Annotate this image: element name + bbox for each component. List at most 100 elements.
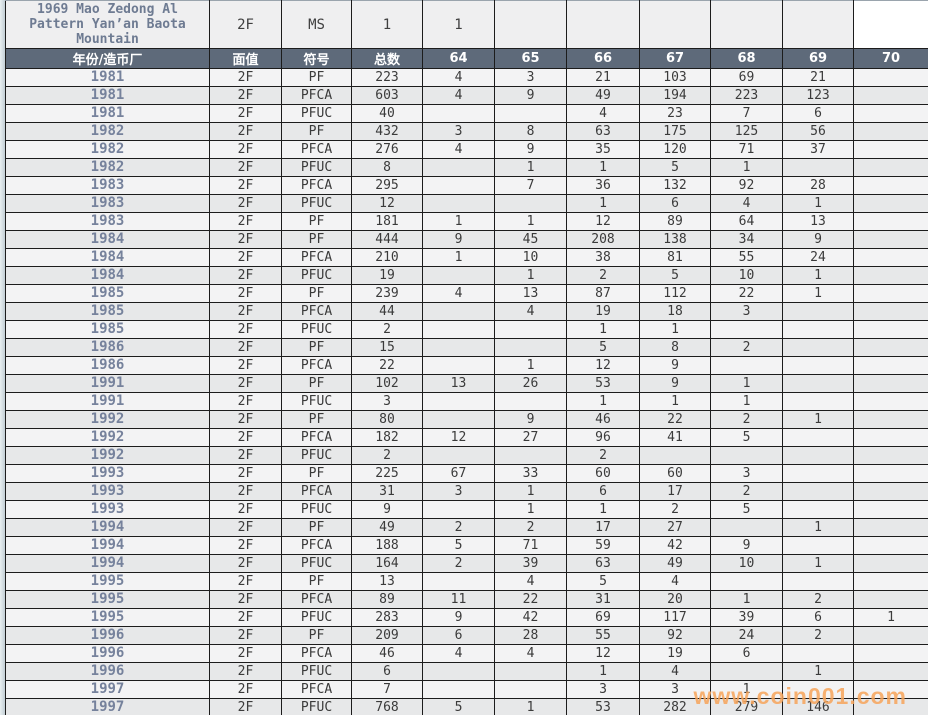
- year-mint-cell[interactable]: 1995: [5, 590, 210, 609]
- year-mint-cell[interactable]: 1992: [5, 410, 210, 429]
- year-mint-cell[interactable]: 1982: [5, 140, 210, 159]
- table-row: 1996 2F PF 209 6 28 55 92 24 2: [5, 626, 928, 645]
- grade-cell: 125: [710, 122, 783, 141]
- year-mint-cell[interactable]: 1991: [5, 374, 210, 393]
- denomination-cell: 2F: [209, 698, 282, 715]
- year-mint-cell[interactable]: 1992: [5, 446, 210, 465]
- grade-cell: 4: [710, 194, 783, 213]
- grade-cell: 12: [566, 644, 640, 663]
- grade-cell: [782, 500, 854, 519]
- year-mint-cell[interactable]: 1983: [5, 176, 210, 195]
- grade-cell: [853, 230, 928, 249]
- grade-cell: 208: [566, 230, 640, 249]
- total-cell: 444: [351, 230, 423, 249]
- grade-cell: 63: [566, 554, 640, 573]
- year-mint-cell[interactable]: 1984: [5, 230, 210, 249]
- symbol-cell: PFUC: [281, 392, 352, 411]
- grade-cell: 1: [566, 158, 640, 177]
- total-cell: 283: [351, 608, 423, 627]
- year-mint-cell[interactable]: 1996: [5, 644, 210, 663]
- year-mint-cell[interactable]: 1984: [5, 248, 210, 267]
- denomination-cell: 2F: [209, 158, 282, 177]
- year-mint-cell[interactable]: 1997: [5, 680, 210, 699]
- year-mint-cell[interactable]: 1996: [5, 662, 210, 681]
- grade-cell: [853, 140, 928, 159]
- year-mint-cell[interactable]: 1993: [5, 482, 210, 501]
- grade-cell: 6: [639, 194, 711, 213]
- year-mint-cell[interactable]: 1982: [5, 158, 210, 177]
- grade-cell: [853, 626, 928, 645]
- left-edge-strip: [0, 0, 5, 715]
- grade-cell: [853, 680, 928, 699]
- grade-cell: 1: [710, 680, 783, 699]
- grade-cell: [782, 446, 854, 465]
- grade-cell: 282: [639, 698, 711, 715]
- grade-cell: 46: [566, 410, 640, 429]
- summary-grade-cell: [853, 0, 928, 49]
- pattern-title-cell: 1969 Mao Zedong Al Pattern Yan’an Baota …: [5, 0, 210, 49]
- table-row: 1982 2F PF 432 3 8 63 175 125 56: [5, 122, 928, 141]
- grade-cell: 5: [710, 500, 783, 519]
- grade-cell: [853, 428, 928, 447]
- year-mint-cell[interactable]: 1981: [5, 86, 210, 105]
- grade-cell: 1: [494, 212, 567, 231]
- grade-cell: 4: [639, 572, 711, 591]
- year-mint-cell[interactable]: 1983: [5, 212, 210, 231]
- table-row: 1995 2F PFCA 89 11 22 31 20 1 2: [5, 590, 928, 609]
- year-mint-cell[interactable]: 1985: [5, 320, 210, 339]
- grade-cell: [639, 446, 711, 465]
- summary-grade-cell: [639, 0, 711, 49]
- grade-cell: 4: [422, 284, 495, 303]
- denomination-cell: 2F: [209, 374, 282, 393]
- grade-cell: 60: [566, 464, 640, 483]
- grade-cell: 20: [639, 590, 711, 609]
- denomination-cell: 2F: [209, 662, 282, 681]
- year-mint-cell[interactable]: 1982: [5, 122, 210, 141]
- denomination-cell: 2F: [209, 500, 282, 519]
- symbol-cell: PFCA: [281, 86, 352, 105]
- grade-cell: [710, 572, 783, 591]
- year-mint-cell[interactable]: 1991: [5, 392, 210, 411]
- grade-cell: [710, 356, 783, 375]
- year-mint-cell[interactable]: 1995: [5, 572, 210, 591]
- grade-cell: [782, 428, 854, 447]
- grade-cell: 9: [494, 86, 567, 105]
- grade-cell: 18: [639, 302, 711, 321]
- grade-cell: [853, 338, 928, 357]
- year-mint-cell[interactable]: 1985: [5, 284, 210, 303]
- year-mint-cell[interactable]: 1985: [5, 302, 210, 321]
- year-mint-cell[interactable]: 1995: [5, 608, 210, 627]
- denomination-cell: 2F: [209, 356, 282, 375]
- pattern-title: 1969 Mao Zedong Al Pattern Yan’an Baota …: [29, 2, 186, 47]
- year-mint-cell[interactable]: 1984: [5, 266, 210, 285]
- year-mint-cell[interactable]: 1993: [5, 500, 210, 519]
- grade-cell: 71: [494, 536, 567, 555]
- year-mint-cell[interactable]: 1994: [5, 518, 210, 537]
- grade-cell: [782, 158, 854, 177]
- year-mint-cell[interactable]: 1983: [5, 194, 210, 213]
- symbol-cell: PF: [281, 68, 352, 87]
- year-mint-cell[interactable]: 1981: [5, 104, 210, 123]
- grade-cell: [782, 464, 854, 483]
- year-mint-cell[interactable]: 1986: [5, 356, 210, 375]
- grade-cell: 59: [566, 536, 640, 555]
- year-mint-cell[interactable]: 1994: [5, 536, 210, 555]
- grade-cell: 2: [494, 518, 567, 537]
- denomination-cell: 2F: [209, 68, 282, 87]
- grade-cell: 53: [566, 698, 640, 715]
- year-mint-cell[interactable]: 1986: [5, 338, 210, 357]
- grade-cell: 49: [566, 86, 640, 105]
- year-mint-cell[interactable]: 1994: [5, 554, 210, 573]
- year-mint-cell[interactable]: 1981: [5, 68, 210, 87]
- grade-cell: 5: [639, 158, 711, 177]
- grade-cell: 87: [566, 284, 640, 303]
- grade-cell: [853, 86, 928, 105]
- year-mint-cell[interactable]: 1996: [5, 626, 210, 645]
- grade-cell: [853, 302, 928, 321]
- symbol-cell: PFCA: [281, 248, 352, 267]
- grade-cell: [422, 410, 495, 429]
- year-mint-cell[interactable]: 1992: [5, 428, 210, 447]
- grade-cell: 21: [782, 68, 854, 87]
- year-mint-cell[interactable]: 1997: [5, 698, 210, 715]
- year-mint-cell[interactable]: 1993: [5, 464, 210, 483]
